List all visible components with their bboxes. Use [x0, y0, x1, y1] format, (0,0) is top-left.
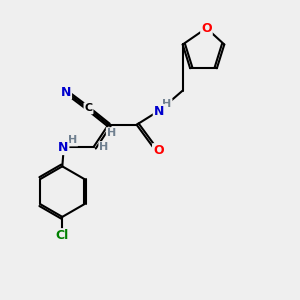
Text: Cl: Cl — [56, 229, 69, 242]
Text: C: C — [84, 103, 92, 113]
Text: H: H — [99, 142, 109, 152]
Text: N: N — [154, 105, 164, 118]
Text: H: H — [107, 128, 116, 138]
Text: N: N — [61, 85, 71, 98]
Text: H: H — [162, 99, 172, 109]
Text: O: O — [201, 22, 212, 34]
Text: N: N — [58, 141, 68, 154]
Text: H: H — [68, 136, 77, 146]
Text: O: O — [153, 144, 164, 157]
